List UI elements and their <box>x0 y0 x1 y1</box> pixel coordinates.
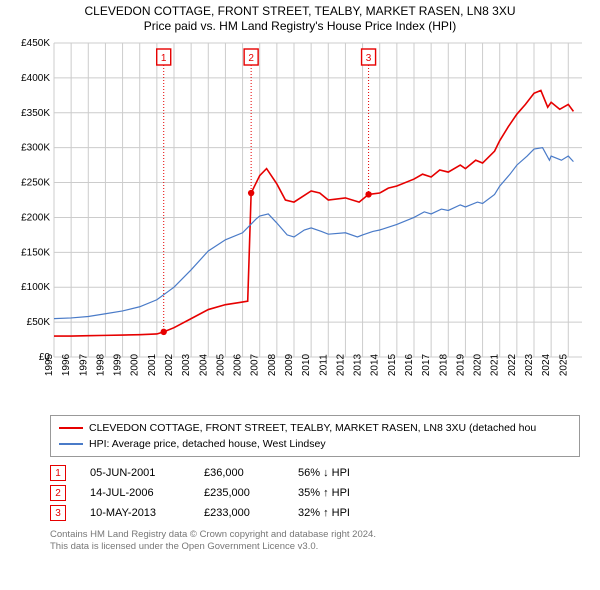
transaction-badge: 1 <box>50 465 66 481</box>
x-tick-label: 2023 <box>524 353 535 376</box>
x-tick-label: 2004 <box>198 353 209 376</box>
y-tick-label: £250K <box>21 178 50 189</box>
footer-attribution: Contains HM Land Registry data © Crown c… <box>50 529 580 554</box>
table-row: 1 05-JUN-2001 £36,000 56% ↓ HPI <box>50 463 580 483</box>
x-tick-label: 2007 <box>250 353 261 376</box>
x-tick-label: 1996 <box>61 353 72 376</box>
x-tick-label: 2025 <box>558 353 569 376</box>
y-tick-label: £50K <box>27 317 51 328</box>
x-tick-label: 2020 <box>473 353 484 376</box>
x-tick-label: 1995 <box>44 353 55 376</box>
x-tick-label: 2012 <box>335 353 346 376</box>
transaction-badge: 3 <box>50 505 66 521</box>
y-tick-label: £200K <box>21 212 50 223</box>
x-tick-label: 2002 <box>164 353 175 376</box>
transaction-delta: 56% ↓ HPI <box>298 467 388 479</box>
x-tick-label: 2001 <box>147 353 158 376</box>
footer-line-2: This data is licensed under the Open Gov… <box>50 541 580 553</box>
x-tick-label: 2009 <box>284 353 295 376</box>
transaction-delta: 32% ↑ HPI <box>298 507 388 519</box>
legend-label: HPI: Average price, detached house, West… <box>89 438 326 450</box>
transaction-price: £233,000 <box>204 507 274 519</box>
x-tick-label: 2018 <box>438 353 449 376</box>
page-title: CLEVEDON COTTAGE, FRONT STREET, TEALBY, … <box>8 4 592 18</box>
transaction-date: 10-MAY-2013 <box>90 507 180 519</box>
marker-dot-2 <box>248 190 254 196</box>
transaction-date: 14-JUL-2006 <box>90 487 180 499</box>
legend-item: CLEVEDON COTTAGE, FRONT STREET, TEALBY, … <box>59 420 571 436</box>
x-tick-label: 2000 <box>130 353 141 376</box>
marker-label-1: 1 <box>161 53 167 64</box>
x-tick-label: 2013 <box>353 353 364 376</box>
x-tick-label: 1998 <box>95 353 106 376</box>
x-tick-label: 2003 <box>181 353 192 376</box>
x-tick-label: 2016 <box>404 353 415 376</box>
x-tick-label: 2017 <box>421 353 432 376</box>
footer-line-1: Contains HM Land Registry data © Crown c… <box>50 529 580 541</box>
marker-dot-1 <box>161 329 167 335</box>
y-tick-label: £300K <box>21 143 50 154</box>
series-property <box>54 90 573 336</box>
y-tick-label: £350K <box>21 108 50 119</box>
x-tick-label: 2019 <box>455 353 466 376</box>
legend-swatch <box>59 427 83 429</box>
series-hpi <box>54 148 573 319</box>
x-tick-label: 1997 <box>78 353 89 376</box>
legend-label: CLEVEDON COTTAGE, FRONT STREET, TEALBY, … <box>89 422 536 434</box>
x-tick-label: 2015 <box>387 353 398 376</box>
transaction-badge: 2 <box>50 485 66 501</box>
page-subtitle: Price paid vs. HM Land Registry's House … <box>8 19 592 33</box>
legend: CLEVEDON COTTAGE, FRONT STREET, TEALBY, … <box>50 415 580 457</box>
x-tick-label: 1999 <box>113 353 124 376</box>
transaction-price: £235,000 <box>204 487 274 499</box>
x-tick-label: 2008 <box>267 353 278 376</box>
table-row: 3 10-MAY-2013 £233,000 32% ↑ HPI <box>50 503 580 523</box>
transactions-table: 1 05-JUN-2001 £36,000 56% ↓ HPI 2 14-JUL-2006… <box>50 463 580 523</box>
y-tick-label: £450K <box>21 38 50 49</box>
price-chart: £0£50K£100K£150K£200K£250K£300K£350K£400… <box>10 37 590 407</box>
x-tick-label: 2022 <box>507 353 518 376</box>
y-tick-label: £150K <box>21 247 50 258</box>
legend-swatch <box>59 443 83 445</box>
marker-label-2: 2 <box>248 53 254 64</box>
marker-dot-3 <box>365 191 371 197</box>
x-tick-label: 2014 <box>370 353 381 376</box>
y-tick-label: £100K <box>21 282 50 293</box>
x-tick-label: 2010 <box>301 353 312 376</box>
legend-item: HPI: Average price, detached house, West… <box>59 436 571 452</box>
marker-label-3: 3 <box>366 53 372 64</box>
x-tick-label: 2024 <box>541 353 552 376</box>
x-tick-label: 2021 <box>490 353 501 376</box>
table-row: 2 14-JUL-2006 £235,000 35% ↑ HPI <box>50 483 580 503</box>
transaction-price: £36,000 <box>204 467 274 479</box>
x-tick-label: 2011 <box>318 354 329 376</box>
y-tick-label: £400K <box>21 73 50 84</box>
transaction-date: 05-JUN-2001 <box>90 467 180 479</box>
x-tick-label: 2006 <box>233 353 244 376</box>
transaction-delta: 35% ↑ HPI <box>298 487 388 499</box>
x-tick-label: 2005 <box>215 353 226 376</box>
